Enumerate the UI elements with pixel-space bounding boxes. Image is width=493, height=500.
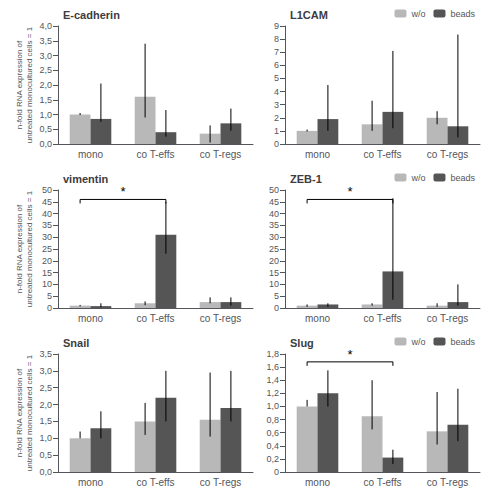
svg-text:3,0: 3,0 — [39, 366, 52, 376]
svg-text:6: 6 — [274, 60, 279, 70]
svg-text:1,0: 1,0 — [39, 433, 52, 443]
svg-text:co T-regs: co T-regs — [200, 477, 242, 488]
svg-text:vimentin: vimentin — [63, 173, 109, 185]
svg-text:2,0: 2,0 — [39, 80, 52, 90]
svg-text:45: 45 — [42, 197, 52, 207]
svg-text:*: * — [120, 184, 125, 199]
svg-text:30: 30 — [42, 232, 52, 242]
svg-text:w/o: w/o — [410, 337, 425, 347]
svg-text:w/o: w/o — [410, 9, 425, 19]
svg-text:0,0: 0,0 — [39, 139, 52, 149]
svg-text:mono: mono — [78, 149, 103, 160]
svg-text:30: 30 — [269, 232, 279, 242]
svg-text:0: 0 — [47, 303, 52, 313]
svg-text:15: 15 — [42, 268, 52, 278]
svg-text:20: 20 — [269, 256, 279, 266]
svg-text:25: 25 — [42, 244, 52, 254]
svg-text:beads: beads — [450, 173, 475, 183]
svg-text:1,4: 1,4 — [266, 375, 279, 385]
svg-text:mono: mono — [305, 313, 330, 324]
svg-text:co T-regs: co T-regs — [427, 313, 469, 324]
svg-text:8: 8 — [274, 34, 279, 44]
svg-text:40: 40 — [269, 209, 279, 219]
svg-text:1,0: 1,0 — [39, 110, 52, 120]
svg-text:*: * — [347, 184, 352, 199]
svg-text:0,5: 0,5 — [39, 450, 52, 460]
svg-text:7: 7 — [274, 47, 279, 57]
svg-text:*: * — [347, 347, 352, 362]
svg-text:Slug: Slug — [290, 337, 314, 349]
svg-text:beads: beads — [450, 9, 475, 19]
svg-text:0: 0 — [274, 139, 279, 149]
svg-text:35: 35 — [42, 220, 52, 230]
svg-text:2,5: 2,5 — [39, 65, 52, 75]
svg-text:co T-effs: co T-effs — [364, 149, 402, 160]
svg-text:co T-effs: co T-effs — [137, 313, 175, 324]
svg-text:co T-effs: co T-effs — [364, 477, 402, 488]
svg-text:ZEB-1: ZEB-1 — [290, 173, 322, 185]
svg-text:10: 10 — [269, 279, 279, 289]
svg-text:1,2: 1,2 — [266, 388, 279, 398]
svg-text:1: 1 — [274, 126, 279, 136]
svg-text:untreated monocultured cells =: untreated monocultured cells = 1 — [25, 190, 34, 307]
svg-text:w/o: w/o — [410, 173, 425, 183]
svg-text:10: 10 — [42, 279, 52, 289]
svg-text:2,5: 2,5 — [39, 383, 52, 393]
svg-text:co T-effs: co T-effs — [137, 477, 175, 488]
svg-text:0,4: 0,4 — [266, 441, 279, 451]
svg-text:n-fold RNA expression of: n-fold RNA expression of — [15, 204, 24, 293]
svg-text:1,0: 1,0 — [266, 401, 279, 411]
svg-text:3,5: 3,5 — [39, 36, 52, 46]
svg-text:co T-effs: co T-effs — [364, 313, 402, 324]
svg-text:mono: mono — [78, 313, 103, 324]
svg-text:45: 45 — [269, 197, 279, 207]
svg-text:5: 5 — [47, 291, 52, 301]
svg-text:0,5: 0,5 — [39, 124, 52, 134]
svg-text:1,5: 1,5 — [39, 416, 52, 426]
svg-text:4,0: 4,0 — [39, 21, 52, 31]
svg-text:5: 5 — [274, 73, 279, 83]
svg-text:0,2: 0,2 — [266, 454, 279, 464]
svg-text:mono: mono — [305, 149, 330, 160]
svg-text:1,5: 1,5 — [39, 95, 52, 105]
svg-text:9: 9 — [274, 21, 279, 31]
svg-text:n-fold RNA expression of: n-fold RNA expression of — [15, 368, 24, 457]
svg-text:3: 3 — [274, 100, 279, 110]
svg-text:1,6: 1,6 — [266, 362, 279, 372]
svg-text:2: 2 — [274, 113, 279, 123]
svg-text:mono: mono — [305, 477, 330, 488]
svg-text:beads: beads — [450, 337, 475, 347]
svg-text:5: 5 — [274, 291, 279, 301]
svg-text:Snail: Snail — [63, 337, 89, 349]
svg-text:50: 50 — [42, 185, 52, 195]
svg-text:L1CAM: L1CAM — [290, 9, 328, 21]
svg-text:4: 4 — [274, 87, 279, 97]
svg-text:untreated monocultured cells =: untreated monocultured cells = 1 — [25, 26, 34, 143]
svg-text:E-cadherin: E-cadherin — [63, 9, 120, 21]
svg-text:1,8: 1,8 — [266, 349, 279, 359]
svg-text:mono: mono — [78, 477, 103, 488]
svg-text:co T-regs: co T-regs — [200, 149, 242, 160]
svg-text:40: 40 — [42, 209, 52, 219]
svg-text:0,0: 0,0 — [39, 467, 52, 477]
svg-text:co T-effs: co T-effs — [137, 149, 175, 160]
svg-text:n-fold RNA expression of: n-fold RNA expression of — [15, 40, 24, 129]
svg-text:0: 0 — [274, 303, 279, 313]
svg-text:3,5: 3,5 — [39, 349, 52, 359]
svg-text:50: 50 — [269, 185, 279, 195]
svg-text:0,6: 0,6 — [266, 428, 279, 438]
svg-text:co T-regs: co T-regs — [200, 313, 242, 324]
svg-text:25: 25 — [269, 244, 279, 254]
svg-text:15: 15 — [269, 268, 279, 278]
svg-text:0: 0 — [274, 467, 279, 477]
svg-text:co T-regs: co T-regs — [427, 149, 469, 160]
svg-text:20: 20 — [42, 256, 52, 266]
svg-text:co T-regs: co T-regs — [427, 477, 469, 488]
svg-text:3,0: 3,0 — [39, 51, 52, 61]
svg-text:0,8: 0,8 — [266, 415, 279, 425]
svg-text:2,0: 2,0 — [39, 400, 52, 410]
svg-text:untreated monocultured cells =: untreated monocultured cells = 1 — [25, 354, 34, 471]
svg-text:35: 35 — [269, 220, 279, 230]
